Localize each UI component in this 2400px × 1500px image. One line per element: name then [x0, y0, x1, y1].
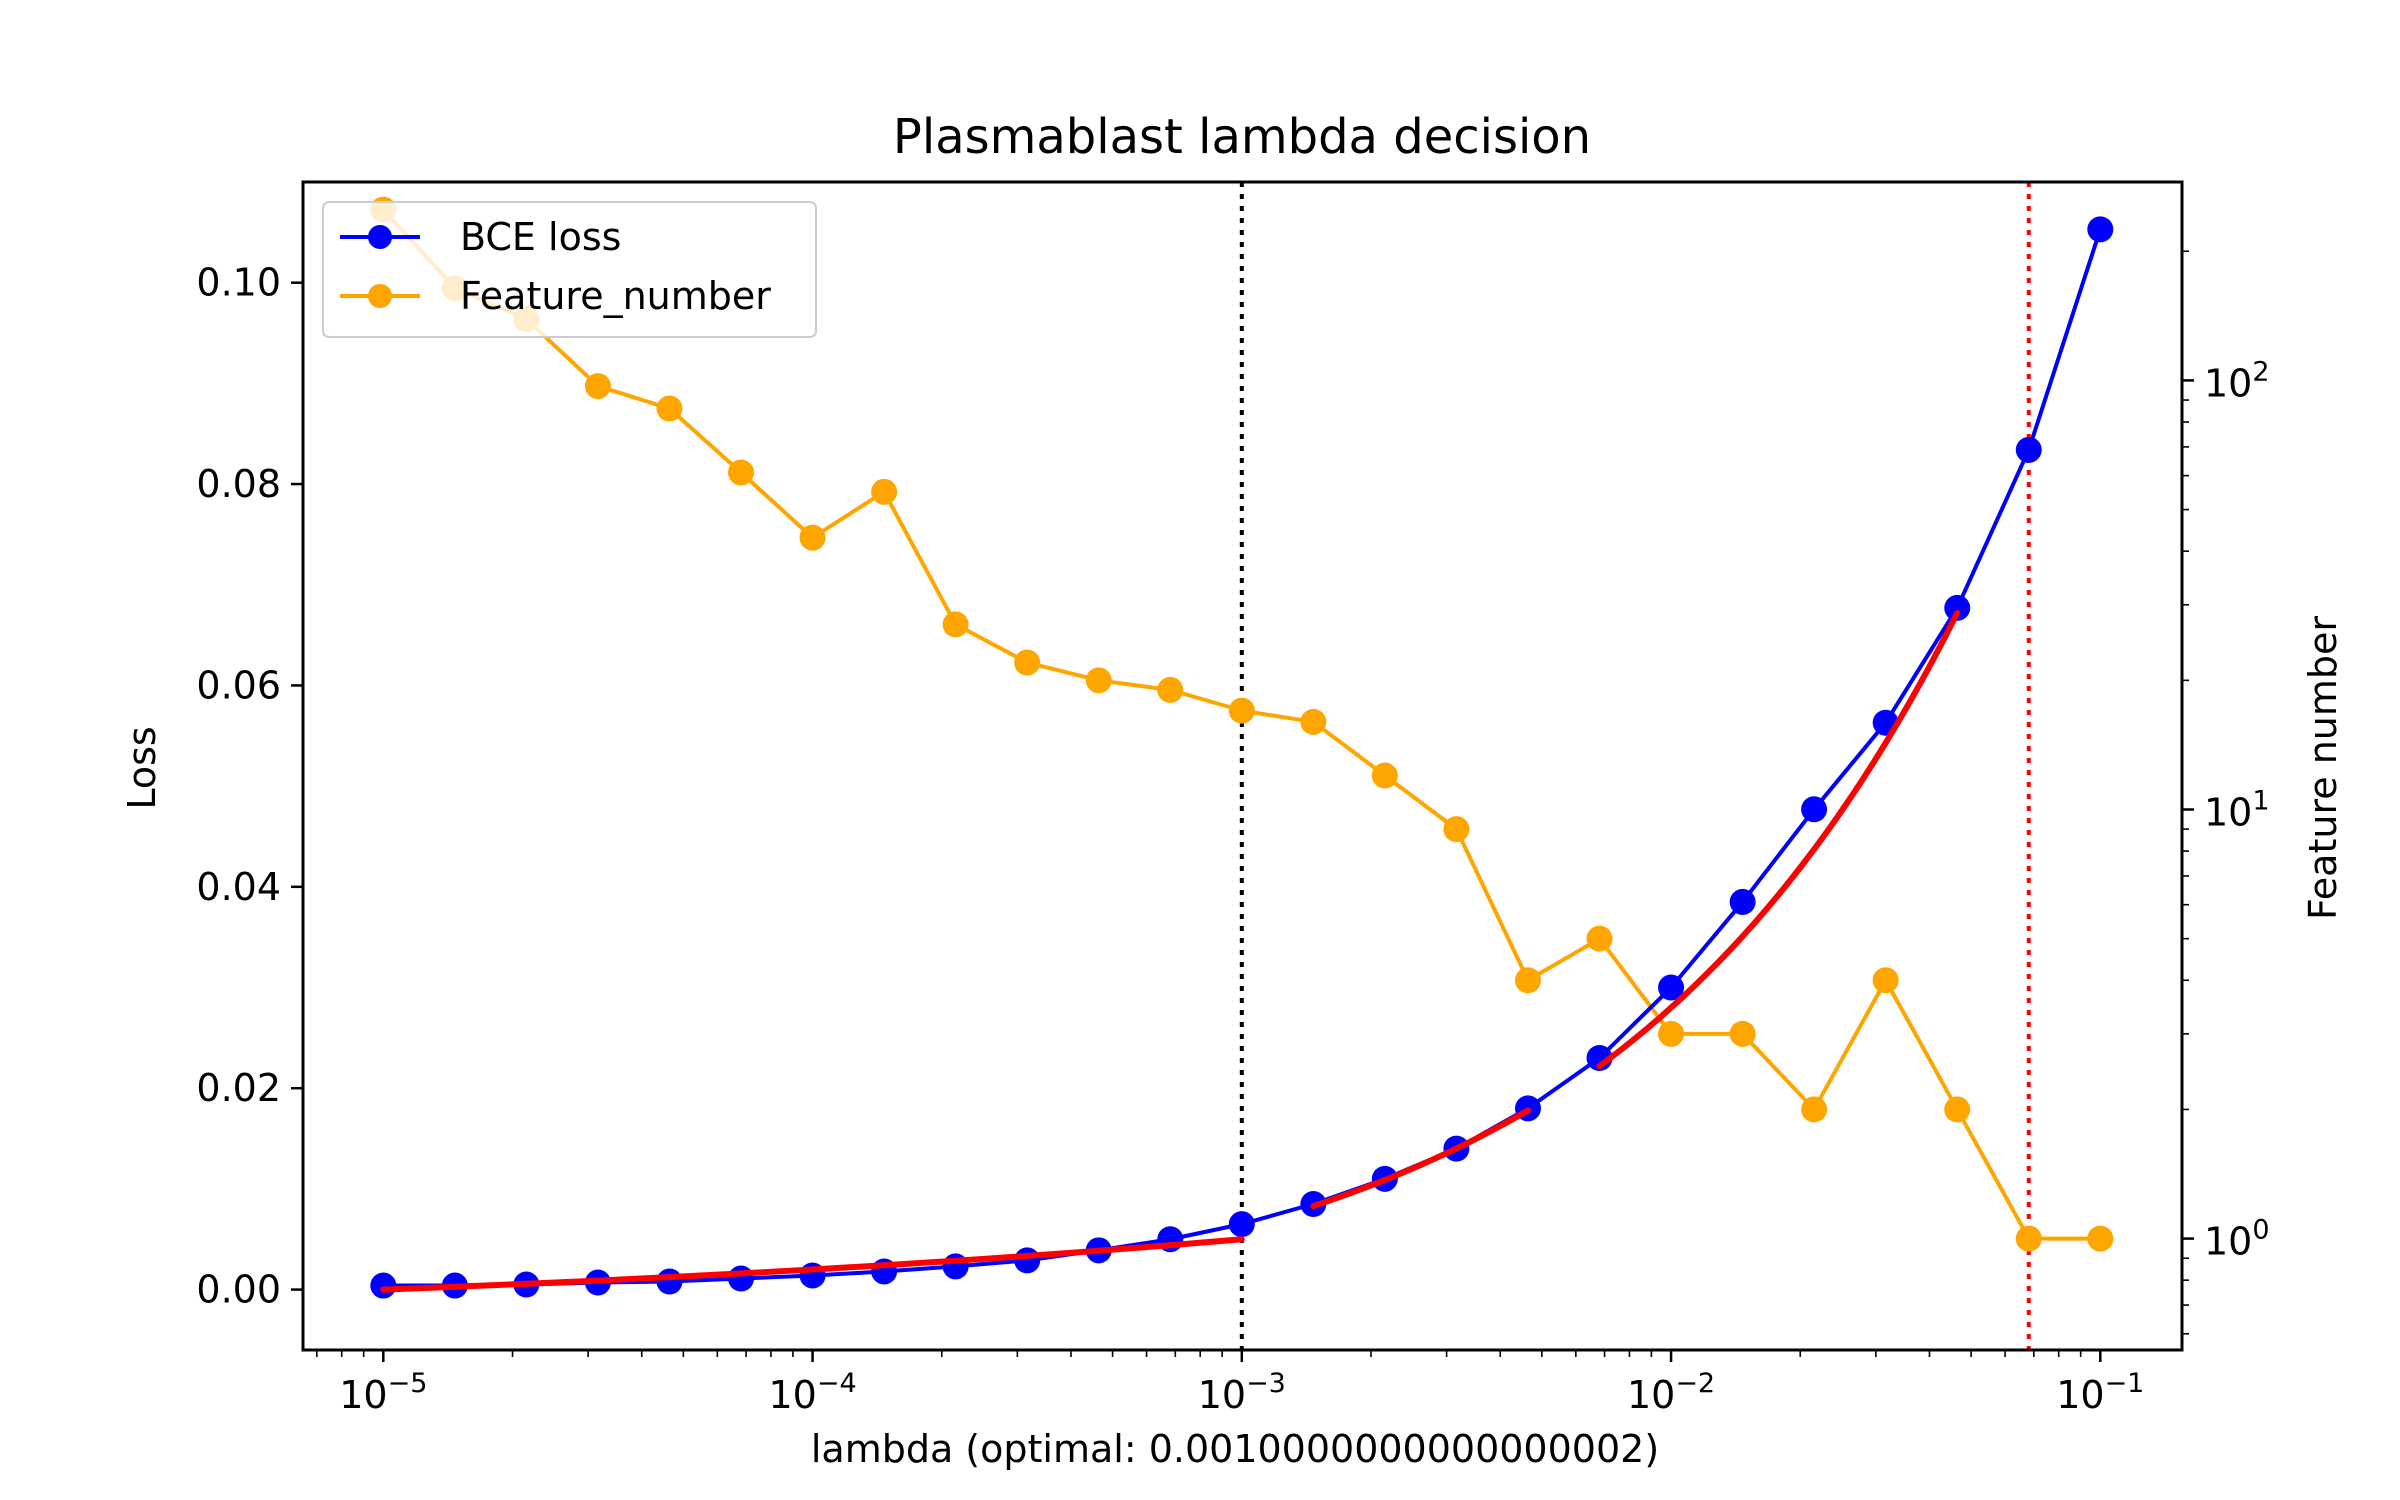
- fit-segment-0: [380, 1236, 1245, 1293]
- point-feature-number-13: [1300, 708, 1327, 735]
- y2-tick-label-0: 100: [2204, 1215, 2270, 1264]
- point-feature-number-23: [2015, 1225, 2042, 1252]
- y2-tick-label-1: 101: [2204, 786, 2270, 835]
- point-feature-number-14: [1371, 762, 1398, 789]
- point-feature-number-10: [1085, 667, 1112, 694]
- y-tick-label-2: 0.04: [196, 865, 281, 909]
- point-bce-loss-24: [2087, 216, 2114, 243]
- point-feature-number-8: [942, 611, 969, 638]
- x-axis-label: lambda (optimal: 0.0010000000000000002): [811, 1427, 1659, 1471]
- point-feature-number-20: [1801, 1096, 1828, 1123]
- y-tick-label-5: 0.10: [196, 261, 281, 305]
- chart-title: Plasmablast lambda decision: [893, 109, 1591, 165]
- y-axis-right: 100 101 102: [2182, 250, 2270, 1335]
- point-feature-number-12: [1228, 697, 1255, 724]
- y-tick-label-4: 0.08: [196, 462, 281, 506]
- legend-label-feature: Feature_number: [460, 274, 771, 318]
- y-axis-left: 0.00 0.02 0.04 0.06 0.08 0.10: [196, 261, 303, 1312]
- x-tick-label-4: 10−1: [2056, 1368, 2144, 1417]
- fit-segment-1: [1310, 1107, 1531, 1210]
- y-tick-label-1: 0.02: [196, 1066, 281, 1110]
- point-bce-loss-9: [1014, 1247, 1041, 1274]
- point-feature-number-9: [1014, 649, 1041, 676]
- point-bce-loss-0: [370, 1272, 397, 1299]
- y2-axis-label: Feature number: [2301, 616, 2345, 920]
- x-tick-label-2: 10−3: [1198, 1368, 1286, 1417]
- x-axis: 10−5 10−4 10−3 10−2 10−1: [316, 1350, 2144, 1417]
- y-axis-label: Loss: [120, 726, 164, 809]
- point-feature-number-6: [799, 524, 826, 551]
- point-feature-number-11: [1157, 676, 1184, 703]
- y2-tick-label-2: 102: [2204, 356, 2270, 405]
- point-feature-number-5: [728, 459, 755, 486]
- legend-label-bce: BCE loss: [460, 215, 621, 259]
- point-bce-loss-18: [1658, 974, 1685, 1001]
- point-feature-number-4: [656, 395, 683, 422]
- x-tick-label-1: 10−4: [768, 1368, 856, 1417]
- point-feature-number-15: [1443, 816, 1470, 843]
- point-feature-number-17: [1586, 925, 1613, 952]
- point-feature-number-3: [584, 373, 611, 400]
- legend: BCE loss Feature_number: [322, 201, 817, 338]
- point-bce-loss-19: [1729, 888, 1756, 915]
- x-tick-label-0: 10−5: [339, 1368, 427, 1417]
- legend-marker-bce: [368, 225, 392, 249]
- point-bce-loss-23: [2015, 436, 2042, 463]
- y-tick-label-3: 0.06: [196, 663, 281, 707]
- point-feature-number-22: [1944, 1096, 1971, 1123]
- point-feature-number-18: [1658, 1020, 1685, 1047]
- legend-marker-feature: [368, 284, 392, 308]
- point-feature-number-24: [2087, 1225, 2114, 1252]
- point-feature-number-7: [871, 478, 898, 505]
- point-bce-loss-20: [1801, 796, 1828, 823]
- legend-box: [322, 201, 817, 338]
- point-feature-number-16: [1514, 967, 1541, 994]
- point-bce-loss-12: [1228, 1211, 1255, 1238]
- point-bce-loss-5: [728, 1265, 755, 1292]
- point-feature-number-19: [1729, 1020, 1756, 1047]
- point-feature-number-21: [1872, 967, 1899, 994]
- fit-segment-2: [1596, 609, 1961, 1070]
- plot-area: [301, 180, 2184, 1352]
- y-tick-label-0: 0.00: [196, 1268, 281, 1312]
- point-bce-loss-4: [656, 1268, 683, 1295]
- point-bce-loss-22: [1944, 594, 1971, 621]
- x-tick-label-3: 10−2: [1627, 1368, 1715, 1417]
